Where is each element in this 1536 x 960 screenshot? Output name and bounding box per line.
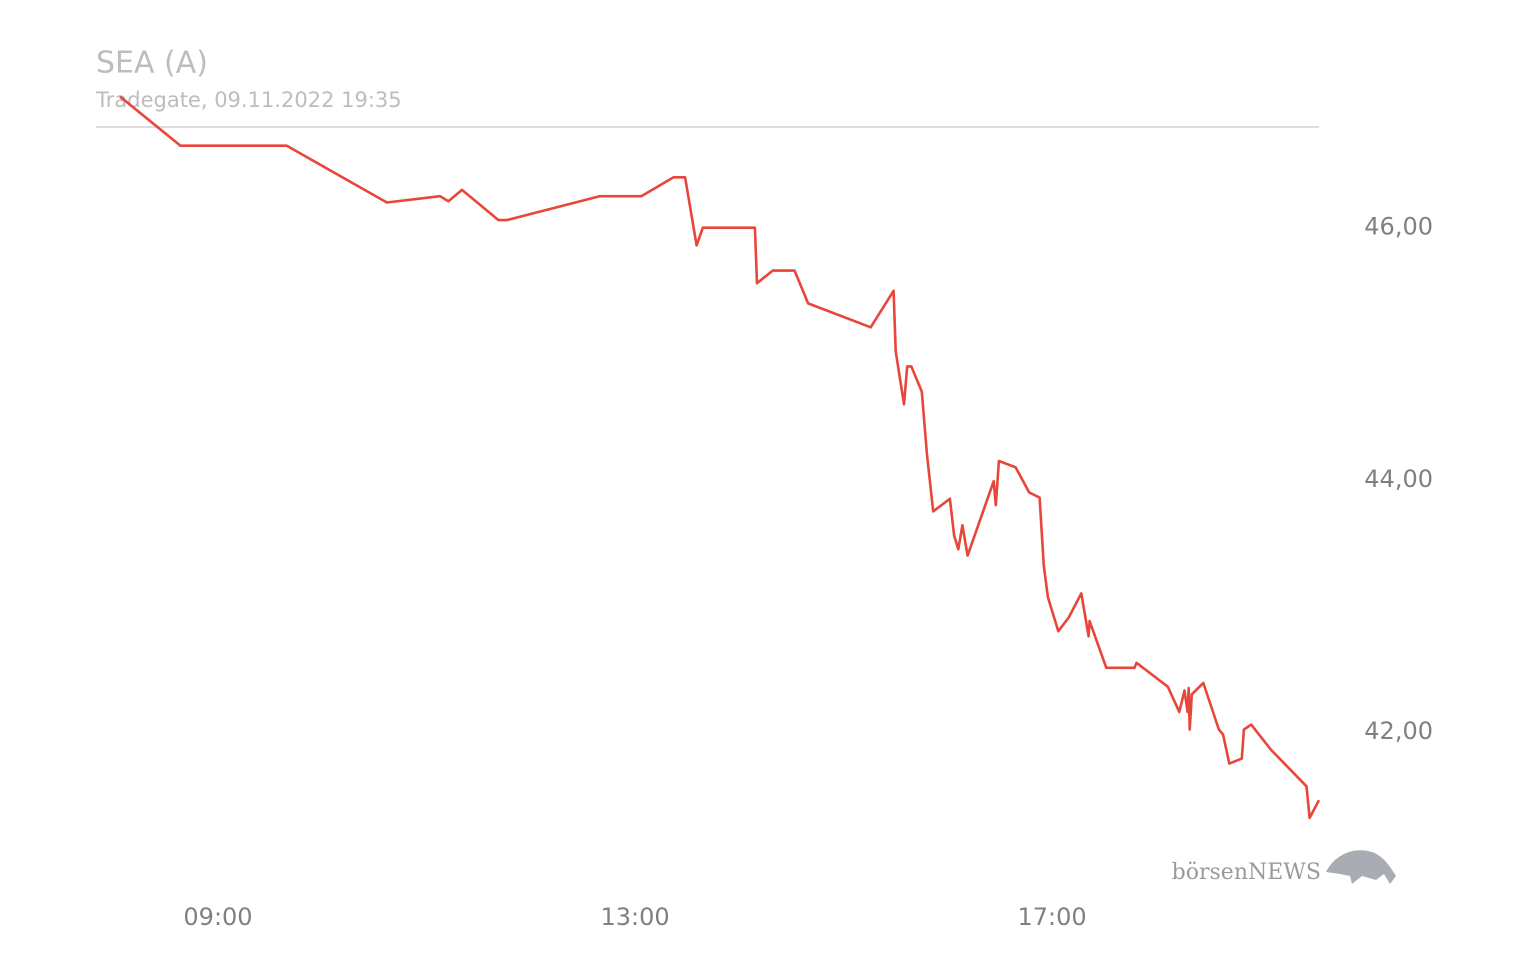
chart-title: SEA (A) (96, 46, 208, 81)
y-tick-label: 46,00 (1364, 213, 1433, 241)
watermark: börsenNEWS (1172, 860, 1321, 885)
y-tick-label: 42,00 (1364, 717, 1433, 745)
x-tick-label: 09:00 (183, 903, 252, 931)
watermark-bull (1326, 850, 1396, 884)
price-line (119, 95, 1321, 820)
x-tick-label: 13:00 (600, 903, 669, 931)
chart-subtitle: Tradegate, 09.11.2022 19:35 (95, 88, 402, 112)
y-tick-label: 44,00 (1364, 465, 1433, 493)
x-tick-label: 17:00 (1018, 903, 1087, 931)
